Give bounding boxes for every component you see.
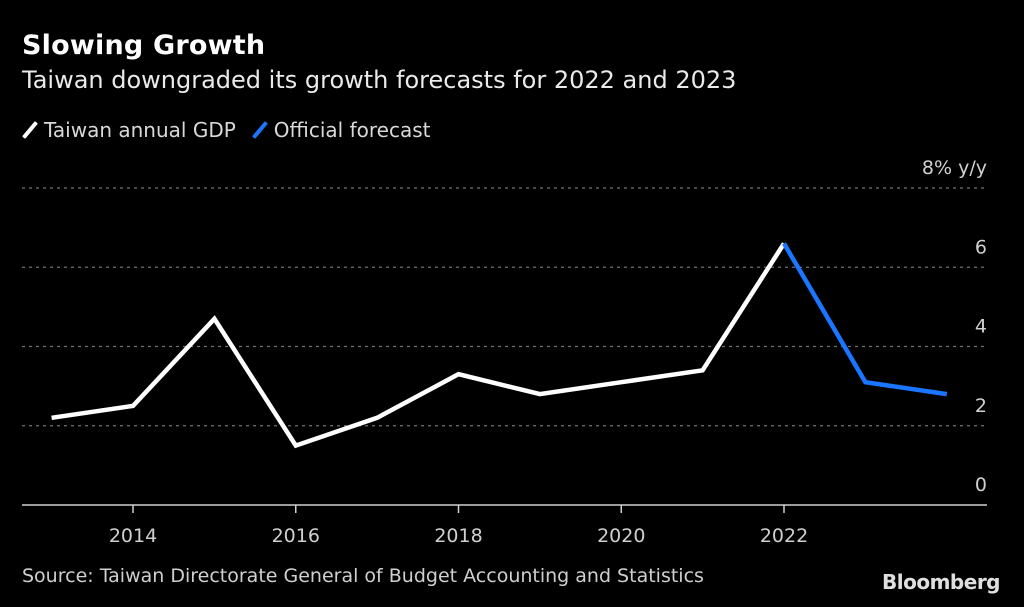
y-tick-label-0: 0 bbox=[975, 474, 987, 496]
x-tick-label-2020: 2020 bbox=[597, 525, 645, 547]
legend-label-forecast: Official forecast bbox=[273, 118, 431, 142]
x-tick-label-2014: 2014 bbox=[109, 525, 157, 547]
gridlines bbox=[22, 187, 987, 427]
y-tick-label-8: 8% y/y bbox=[922, 157, 987, 179]
bloomberg-logo: Bloomberg bbox=[882, 570, 1000, 594]
x-axis: 2014 2016 2018 2020 2022 bbox=[22, 504, 987, 547]
series-line-gdp bbox=[51, 242, 786, 449]
y-axis-labels: 0 2 4 6 8% y/y bbox=[922, 157, 987, 496]
legend-item-forecast: Official forecast bbox=[252, 118, 431, 142]
x-tick-label-2022: 2022 bbox=[760, 525, 808, 547]
y-tick-label-6: 6 bbox=[975, 236, 987, 258]
y-tick-label-4: 4 bbox=[975, 316, 987, 338]
y-tick-label-2: 2 bbox=[975, 395, 987, 417]
source-note: Source: Taiwan Directorate General of Bu… bbox=[22, 565, 704, 587]
x-tick-label-2018: 2018 bbox=[434, 525, 482, 547]
chart-title: Slowing Growth bbox=[22, 30, 266, 61]
chart-subtitle: Taiwan downgraded its growth forecasts f… bbox=[22, 66, 737, 94]
legend-item-gdp: Taiwan annual GDP bbox=[22, 118, 236, 142]
series-line-forecast bbox=[782, 242, 948, 397]
legend-label-gdp: Taiwan annual GDP bbox=[44, 118, 236, 142]
x-tick-label-2016: 2016 bbox=[272, 525, 320, 547]
series-lines bbox=[51, 242, 948, 449]
legend: Taiwan annual GDP Official forecast bbox=[22, 118, 446, 142]
